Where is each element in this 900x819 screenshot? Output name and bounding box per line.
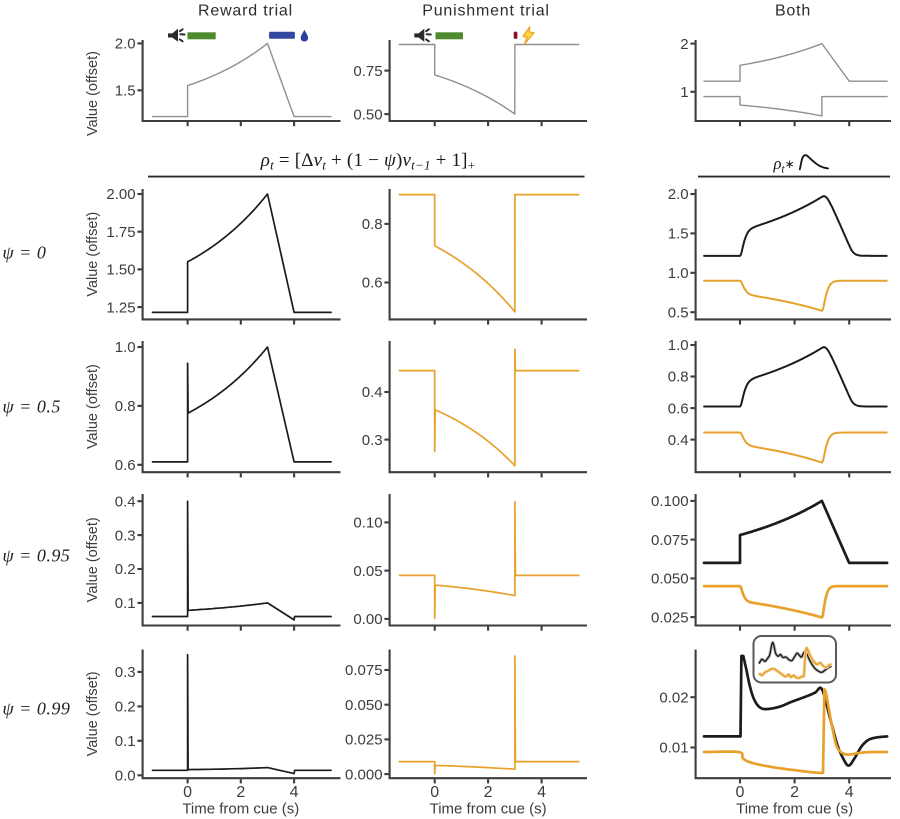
svg-text:0.0: 0.0 — [115, 768, 136, 785]
svg-text:Time from cue (s): Time from cue (s) — [736, 801, 853, 818]
svg-text:2: 2 — [680, 36, 688, 53]
svg-text:2: 2 — [484, 784, 493, 801]
svg-text:0.00: 0.00 — [353, 611, 382, 628]
svg-text:2.00: 2.00 — [106, 186, 135, 203]
svg-text:Time from cue (s): Time from cue (s) — [430, 801, 547, 818]
svg-text:1.75: 1.75 — [106, 224, 135, 241]
svg-text:0.100: 0.100 — [651, 493, 689, 510]
svg-text:0.025: 0.025 — [651, 609, 689, 626]
svg-text:0.2: 0.2 — [115, 561, 136, 578]
svg-text:0.8: 0.8 — [362, 216, 383, 233]
svg-text:0.3: 0.3 — [362, 432, 383, 449]
svg-text:0.75: 0.75 — [353, 63, 382, 80]
svg-text:0.4: 0.4 — [668, 432, 689, 449]
svg-text:0.6: 0.6 — [115, 457, 136, 474]
svg-text:4: 4 — [537, 784, 546, 801]
svg-text:0.025: 0.025 — [345, 732, 383, 749]
svg-text:0.4: 0.4 — [362, 384, 383, 401]
svg-text:0: 0 — [430, 784, 439, 801]
svg-text:Value (offset): Value (offset) — [85, 51, 101, 136]
svg-text:ψ = 0.95: ψ = 0.95 — [3, 546, 71, 566]
svg-text:0.3: 0.3 — [115, 527, 136, 544]
svg-text:1.0: 1.0 — [668, 265, 689, 282]
svg-text:Time from cue (s): Time from cue (s) — [182, 801, 299, 818]
svg-text:0: 0 — [183, 784, 192, 801]
svg-text:0.050: 0.050 — [651, 571, 689, 588]
svg-text:0.02: 0.02 — [659, 689, 688, 706]
svg-text:0.10: 0.10 — [353, 515, 382, 532]
svg-text:0.1: 0.1 — [115, 733, 136, 750]
svg-text:0.4: 0.4 — [115, 493, 136, 510]
svg-text:0.075: 0.075 — [651, 532, 689, 549]
svg-text:0.000: 0.000 — [345, 766, 383, 783]
svg-text:1.5: 1.5 — [668, 226, 689, 243]
svg-text:1.50: 1.50 — [106, 262, 135, 279]
svg-text:0.6: 0.6 — [362, 275, 383, 292]
svg-text:1.25: 1.25 — [106, 299, 135, 316]
svg-text:ψ = 0.5: ψ = 0.5 — [3, 397, 61, 417]
svg-text:2.0: 2.0 — [668, 186, 689, 203]
svg-text:2: 2 — [790, 784, 799, 801]
svg-text:ρt∗: ρt∗ — [773, 154, 795, 176]
svg-text:1.0: 1.0 — [668, 337, 689, 354]
svg-text:ψ = 0.99: ψ = 0.99 — [3, 699, 71, 719]
svg-text:Value (offset): Value (offset) — [85, 212, 101, 297]
svg-text:Value (offset): Value (offset) — [85, 364, 101, 449]
svg-text:1.0: 1.0 — [115, 339, 136, 356]
svg-text:0.2: 0.2 — [115, 699, 136, 716]
svg-text:0.8: 0.8 — [668, 369, 689, 386]
svg-text:0.3: 0.3 — [115, 664, 136, 681]
svg-text:0.1: 0.1 — [115, 595, 136, 612]
svg-text:0.50: 0.50 — [353, 106, 382, 123]
svg-text:2: 2 — [236, 784, 245, 801]
svg-text:0.075: 0.075 — [345, 662, 383, 679]
svg-text:4: 4 — [845, 784, 854, 801]
svg-text:Value (offset): Value (offset) — [85, 517, 101, 602]
svg-text:1.5: 1.5 — [115, 83, 136, 100]
svg-text:Value (offset): Value (offset) — [85, 671, 101, 756]
svg-text:1: 1 — [680, 84, 688, 101]
svg-text:0.01: 0.01 — [659, 740, 688, 757]
svg-text:ρt = [Δvt + (1 − ψ)vt−1 + 1]+: ρt = [Δvt + (1 − ψ)vt−1 + 1]+ — [260, 150, 475, 173]
svg-text:4: 4 — [290, 784, 299, 801]
svg-text:0.050: 0.050 — [345, 697, 383, 714]
svg-text:Punishment trial: Punishment trial — [422, 3, 550, 20]
svg-text:Reward trial: Reward trial — [198, 3, 293, 20]
svg-text:0.5: 0.5 — [668, 304, 689, 321]
svg-text:0.05: 0.05 — [353, 563, 382, 580]
svg-text:ψ = 0: ψ = 0 — [3, 243, 47, 263]
svg-text:2.0: 2.0 — [115, 36, 136, 53]
svg-text:0: 0 — [736, 784, 745, 801]
svg-text:Both: Both — [775, 3, 811, 20]
svg-text:0.6: 0.6 — [668, 400, 689, 417]
svg-text:0.8: 0.8 — [115, 398, 136, 415]
